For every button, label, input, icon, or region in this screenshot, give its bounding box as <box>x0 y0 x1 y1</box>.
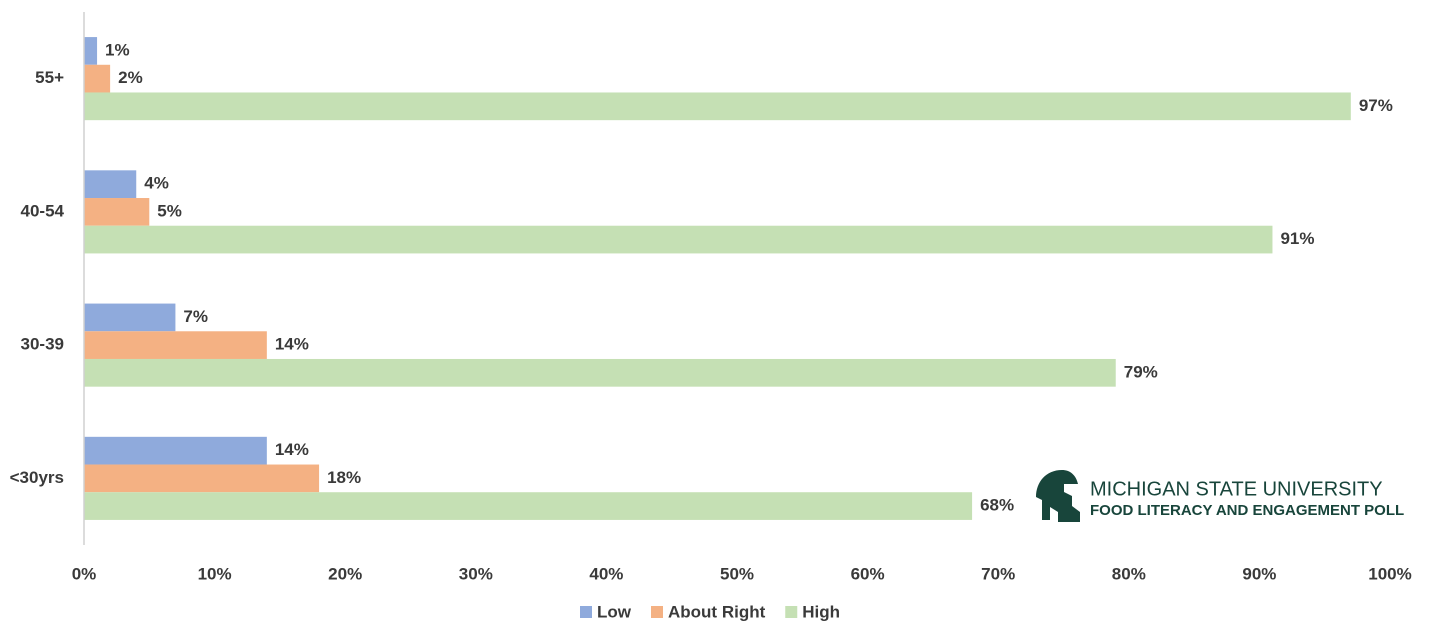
logo: MICHIGAN STATE UNIVERSITY FOOD LITERACY … <box>1036 470 1404 522</box>
legend-label: High <box>802 602 840 621</box>
bar <box>84 170 137 199</box>
value-label: 1% <box>105 40 130 59</box>
legend-label: About Right <box>668 602 766 621</box>
value-label: 79% <box>1124 362 1158 381</box>
legend-swatch <box>651 606 663 618</box>
bar <box>84 331 267 359</box>
y-tick-label: 55+ <box>35 68 64 87</box>
legend-swatch <box>785 606 798 618</box>
value-label: 18% <box>327 468 361 487</box>
y-tick-label: <30yrs <box>10 468 64 487</box>
x-tick-label: 10% <box>198 564 232 583</box>
x-tick-label: 60% <box>851 564 885 583</box>
x-tick-label: 70% <box>981 564 1015 583</box>
bar <box>84 64 111 93</box>
bar <box>84 198 150 226</box>
value-label: 2% <box>118 68 143 87</box>
x-tick-label: 0% <box>72 564 97 583</box>
value-label: 14% <box>275 335 309 354</box>
logo-name: MICHIGAN STATE UNIVERSITY <box>1090 478 1383 500</box>
y-tick-label: 30-39 <box>21 335 64 354</box>
bar <box>84 464 320 493</box>
x-tick-label: 90% <box>1242 564 1276 583</box>
logo-tagline: FOOD LITERACY AND ENGAGEMENT POLL <box>1090 502 1404 519</box>
x-tick-label: 80% <box>1112 564 1146 583</box>
legend-label: Low <box>597 602 632 621</box>
bar <box>84 37 98 65</box>
logo-helmet <box>1036 470 1080 522</box>
bar <box>84 492 973 520</box>
x-tick-label: 20% <box>328 564 362 583</box>
x-tick-label: 30% <box>459 564 493 583</box>
x-tick-label: 40% <box>589 564 623 583</box>
bar <box>84 225 1273 254</box>
value-label: 68% <box>980 496 1014 515</box>
bar <box>84 92 1351 121</box>
value-label: 91% <box>1280 229 1314 248</box>
y-tick-label: 40-54 <box>21 201 65 220</box>
bar <box>84 436 267 465</box>
value-label: 14% <box>275 440 309 459</box>
legend-swatch <box>580 606 592 618</box>
value-label: 4% <box>144 174 169 193</box>
bar <box>84 303 176 332</box>
x-tick-label: 50% <box>720 564 754 583</box>
value-label: 97% <box>1359 96 1393 115</box>
x-tick-label: 100% <box>1368 564 1411 583</box>
value-label: 5% <box>157 201 182 220</box>
bar <box>84 358 1116 387</box>
value-label: 7% <box>183 307 208 326</box>
